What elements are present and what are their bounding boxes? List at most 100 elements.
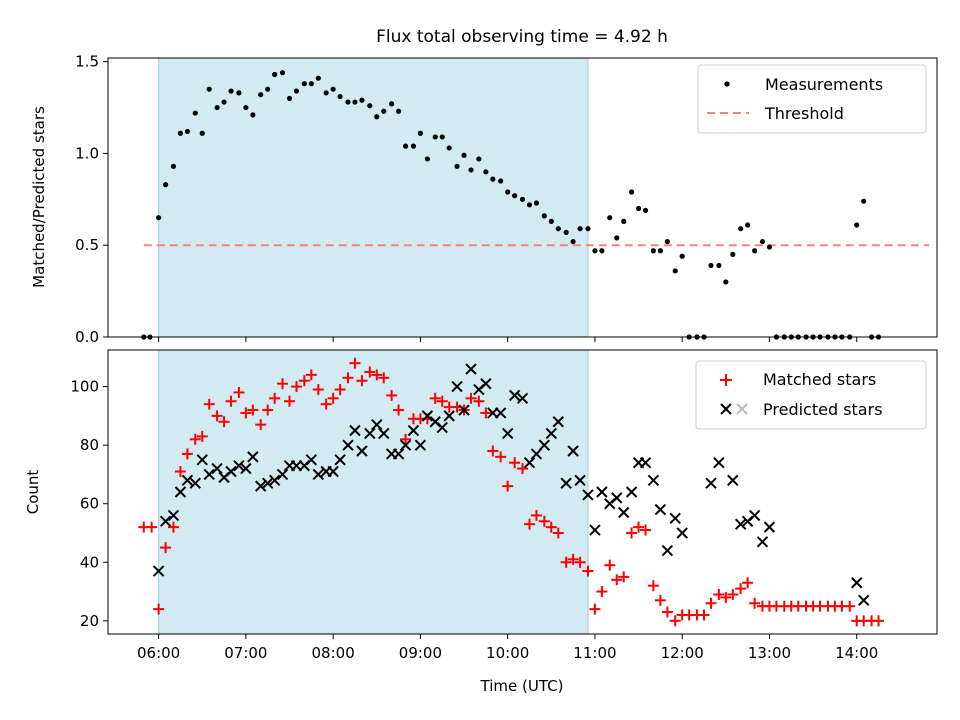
matched-star-point (749, 597, 761, 609)
matched-star-point (574, 556, 586, 568)
predicted-star-point (501, 427, 514, 440)
predicted-star-point (189, 477, 201, 489)
bottom-y-tick-label: 100 (70, 378, 99, 396)
bottom-legend-box (695, 360, 927, 430)
bottom-observing-window (158, 349, 589, 635)
predicted-star-point (174, 486, 187, 498)
measurement-point (308, 81, 314, 87)
measurement-point (599, 248, 605, 254)
matched-star-point (189, 433, 201, 445)
measurement-point (738, 226, 744, 232)
measurement-point (439, 134, 445, 140)
matched-star-point (342, 372, 354, 384)
matched-star-point (393, 404, 405, 416)
bottom-panel: 20 40 60 80 100 06:00 07:00 08:00 09:00 10:00 11:0… (24, 349, 938, 695)
measurement-point (293, 88, 300, 94)
predicted-star-point (748, 509, 761, 522)
predicted-star-point (196, 454, 208, 466)
bottom-plot-frame (107, 349, 938, 635)
matched-star-point (705, 597, 717, 609)
matched-star-point (713, 588, 725, 600)
predicted-star-point (669, 512, 681, 525)
predicted-star-point (647, 474, 660, 486)
measurement-point (199, 130, 205, 136)
measurement-point (621, 218, 627, 224)
top-y-axis-label: Matched/Predicted stars (30, 106, 48, 288)
measurement-point (730, 251, 736, 258)
measurement-point (505, 189, 511, 195)
measurement-point (854, 222, 860, 228)
matched-star-point (320, 398, 332, 410)
measurement-point (184, 128, 191, 135)
matched-star-point (626, 527, 638, 539)
measurement-point (206, 86, 212, 92)
matched-star-point (742, 577, 754, 589)
predicted-star-point (516, 392, 529, 405)
legend-matched-label: Matched stars (763, 370, 876, 389)
measurement-point (156, 215, 162, 221)
bottom-x-tick-label: 12:00 (661, 644, 704, 662)
measurement-point (381, 108, 387, 114)
predicted-star-point (756, 536, 769, 548)
measurement-point (533, 200, 540, 206)
predicted-star-point (349, 424, 361, 437)
matched-star-point (255, 419, 267, 431)
bottom-legend: Matched stars Predicted stars (695, 360, 927, 430)
legend-predicted-marker (720, 403, 748, 415)
matched-star-point (269, 392, 281, 404)
legend-measurements-marker (724, 81, 730, 87)
predicted-star-point (451, 380, 463, 393)
predicted-star-point (508, 389, 521, 402)
legend-measurements-label: Measurements (765, 75, 883, 94)
matched-star-point (727, 588, 739, 600)
matched-star-point (400, 433, 412, 445)
matched-star-point (436, 395, 448, 407)
matched-star-point (153, 603, 165, 615)
predicted-star-point (181, 474, 194, 486)
predicted-star-point (305, 454, 318, 466)
predicted-star-point (625, 486, 638, 498)
measurement-point (555, 226, 561, 232)
measurement-point (526, 202, 533, 208)
bottom-y-axis-label: Count (24, 470, 42, 515)
top-legend-box (697, 64, 927, 134)
measurement-point (345, 99, 351, 105)
predicted-star-point (523, 457, 536, 469)
measurement-point (664, 238, 670, 245)
measurement-point (286, 95, 293, 101)
matched-star-point (305, 369, 317, 381)
predicted-star-point (480, 377, 492, 390)
measurement-point (861, 198, 867, 204)
matched-star-point (552, 527, 564, 539)
predicted-star-point (240, 462, 252, 475)
matched-star-point (174, 466, 186, 478)
matched-star-point (698, 609, 710, 621)
predicted-star-point (574, 474, 586, 486)
matched-star-point (495, 451, 507, 463)
matched-star-point (327, 392, 339, 404)
measurement-point (563, 229, 569, 235)
measurement-point (395, 108, 402, 114)
matched-star-point (312, 384, 324, 396)
matched-star-point (203, 398, 215, 410)
measurement-point (432, 134, 438, 140)
bottom-y-tick-label: 80 (80, 436, 99, 454)
matched-star-point (386, 389, 398, 401)
measurement-point (228, 88, 234, 94)
predicted-star-point (458, 404, 470, 416)
matched-star-point (661, 606, 673, 618)
predicted-star-point (676, 527, 688, 539)
matched-star-point (465, 392, 477, 404)
matched-stars-points (138, 357, 885, 627)
predicted-star-point (407, 424, 420, 437)
predicted-star-point (618, 506, 630, 519)
bottom-y-tick-label: 20 (80, 612, 99, 630)
predicted-star-point (538, 439, 551, 451)
predicted-star-point (399, 439, 412, 451)
predicted-star-point (421, 410, 434, 422)
matched-star-point (509, 457, 521, 469)
matched-star-point (720, 591, 732, 603)
matched-star-point (517, 463, 528, 475)
measurement-point (476, 156, 482, 162)
